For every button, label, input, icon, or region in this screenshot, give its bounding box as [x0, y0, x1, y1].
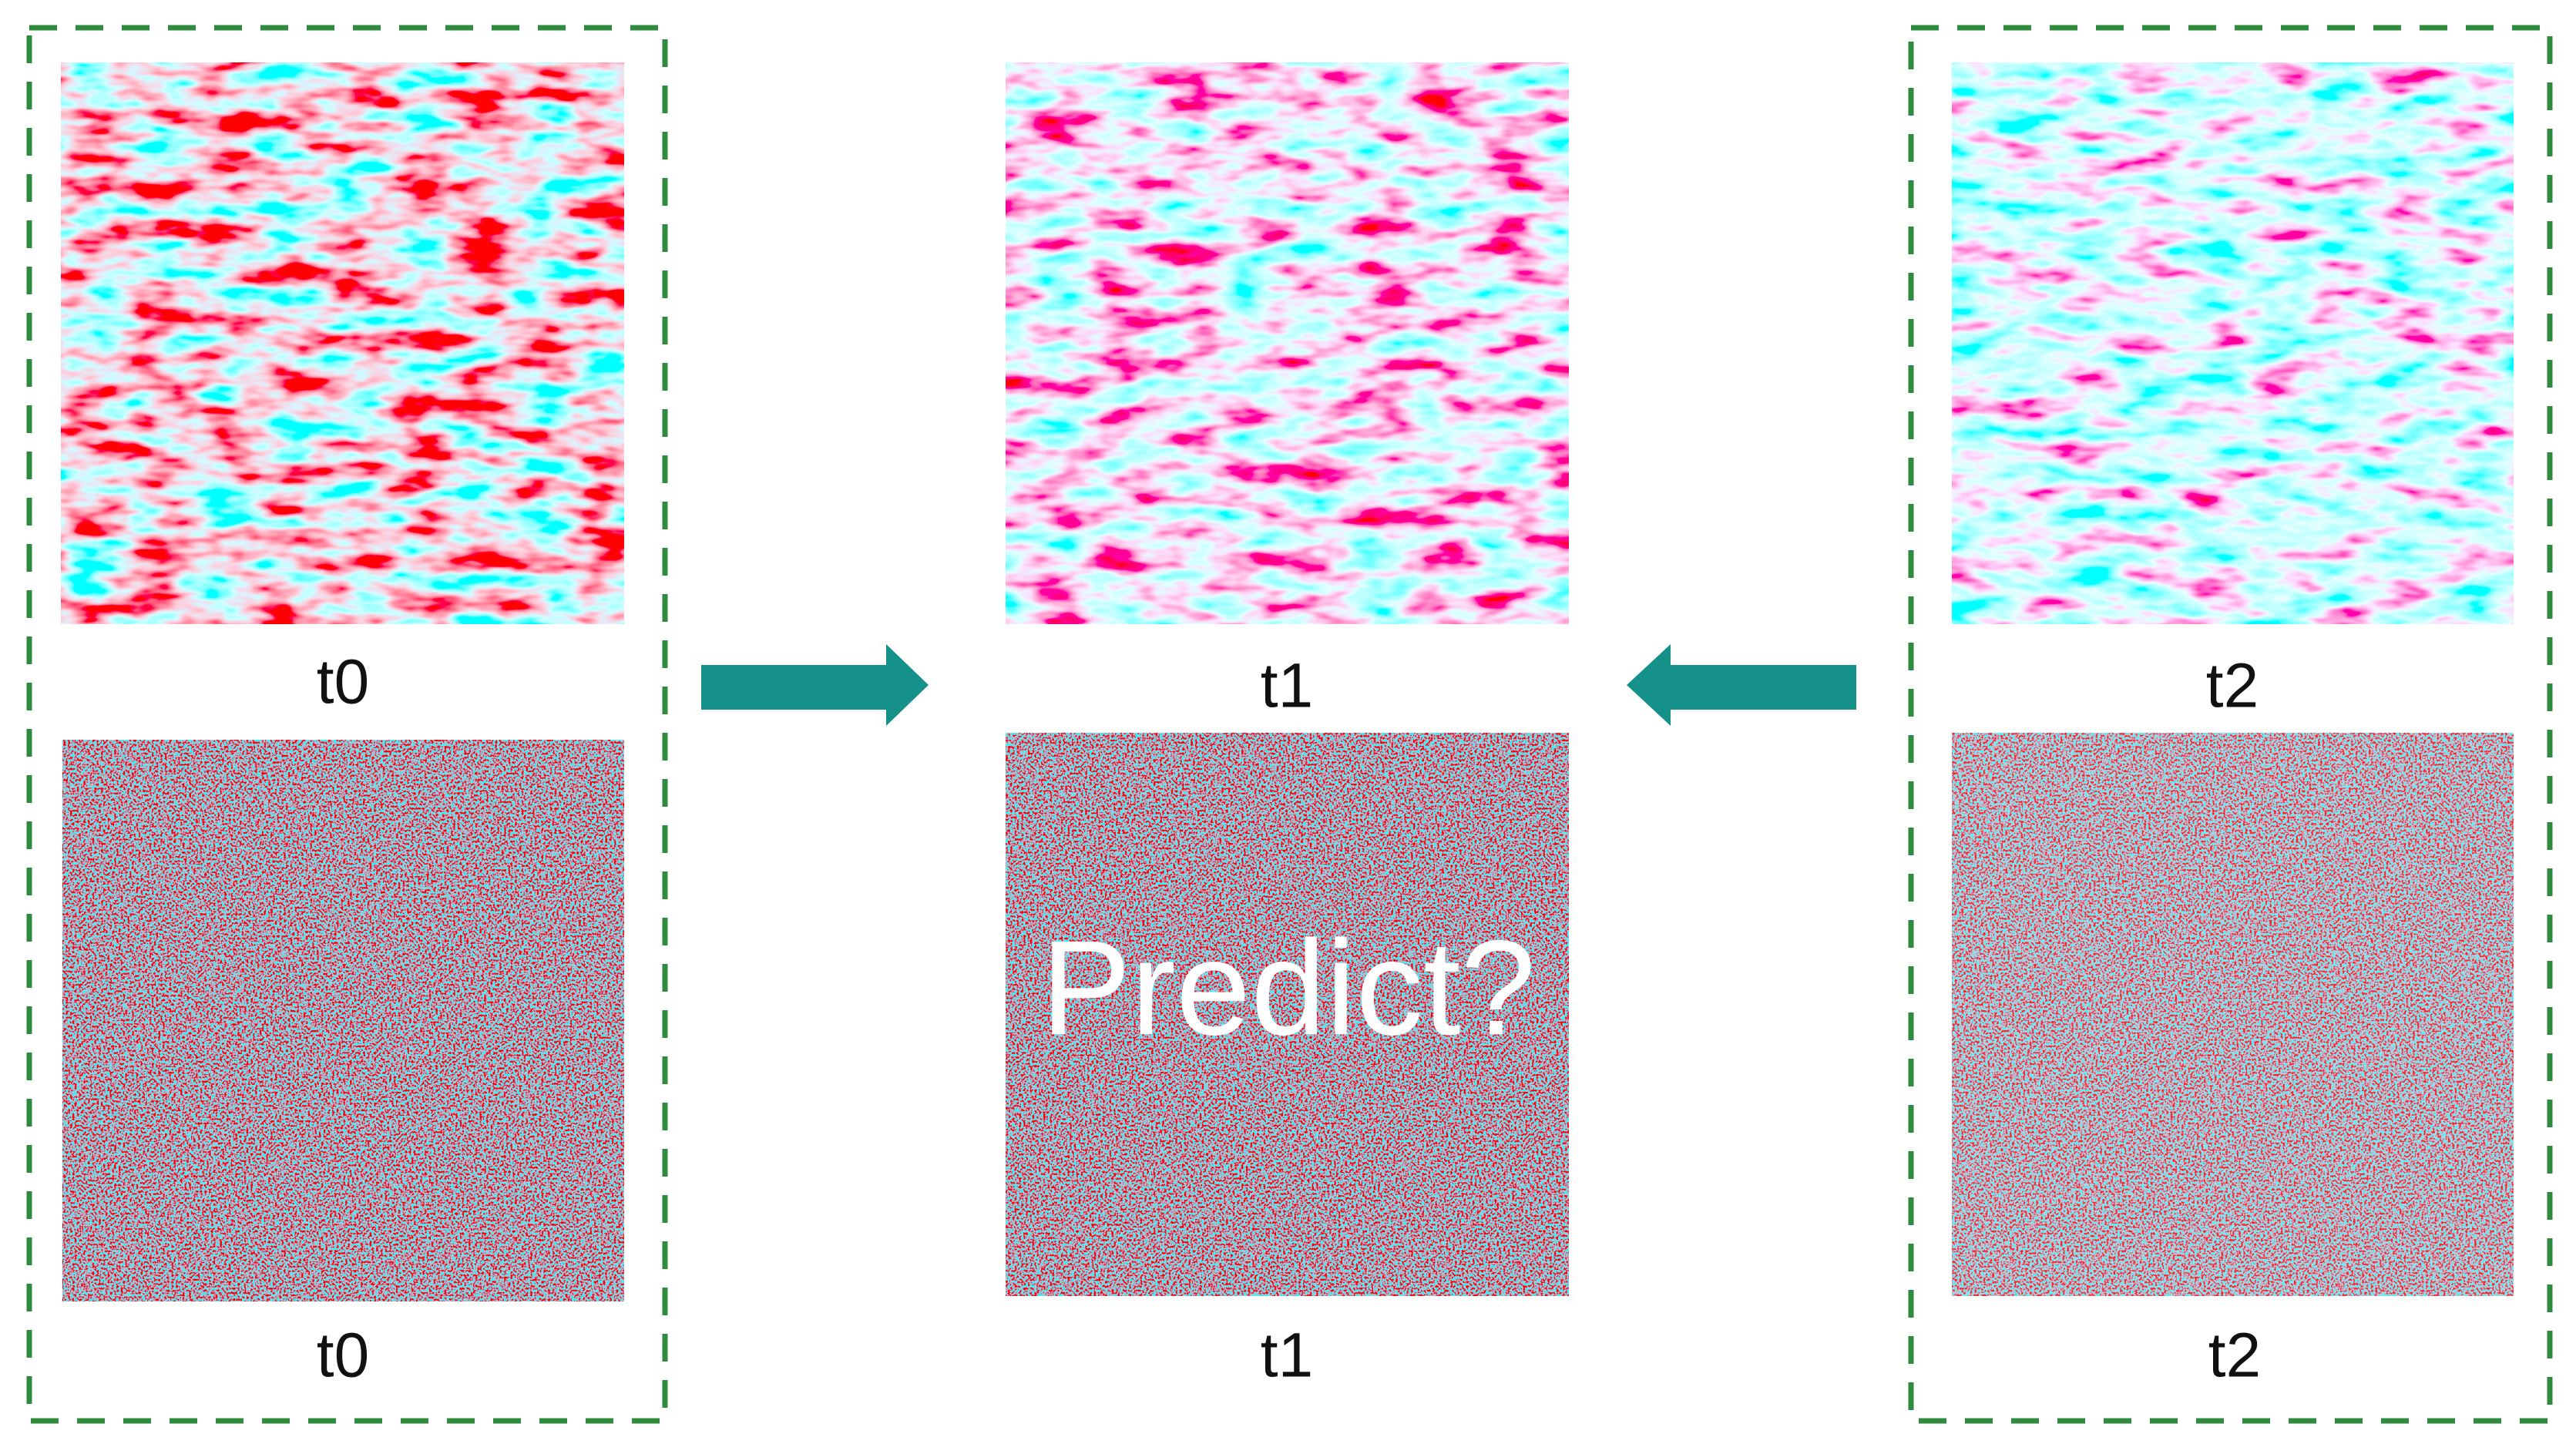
- time-label: t2: [2208, 1321, 2261, 1391]
- coarse-image: [61, 62, 624, 624]
- time-label: t0: [317, 1321, 369, 1391]
- coarse-image: [1952, 62, 2514, 624]
- fine-image: [1006, 733, 1569, 1296]
- time-label: t1: [1261, 651, 1313, 721]
- time-label: t0: [317, 647, 369, 717]
- time-label: t2: [2206, 651, 2259, 721]
- arrow-right: [701, 644, 929, 726]
- fine-image: [62, 740, 624, 1301]
- time-label: t1: [1261, 1321, 1313, 1391]
- predict-label: Predict?: [1041, 913, 1536, 1063]
- fine-image: [1952, 733, 2514, 1296]
- arrow-left: [1627, 644, 1856, 726]
- coarse-image: [1006, 62, 1569, 624]
